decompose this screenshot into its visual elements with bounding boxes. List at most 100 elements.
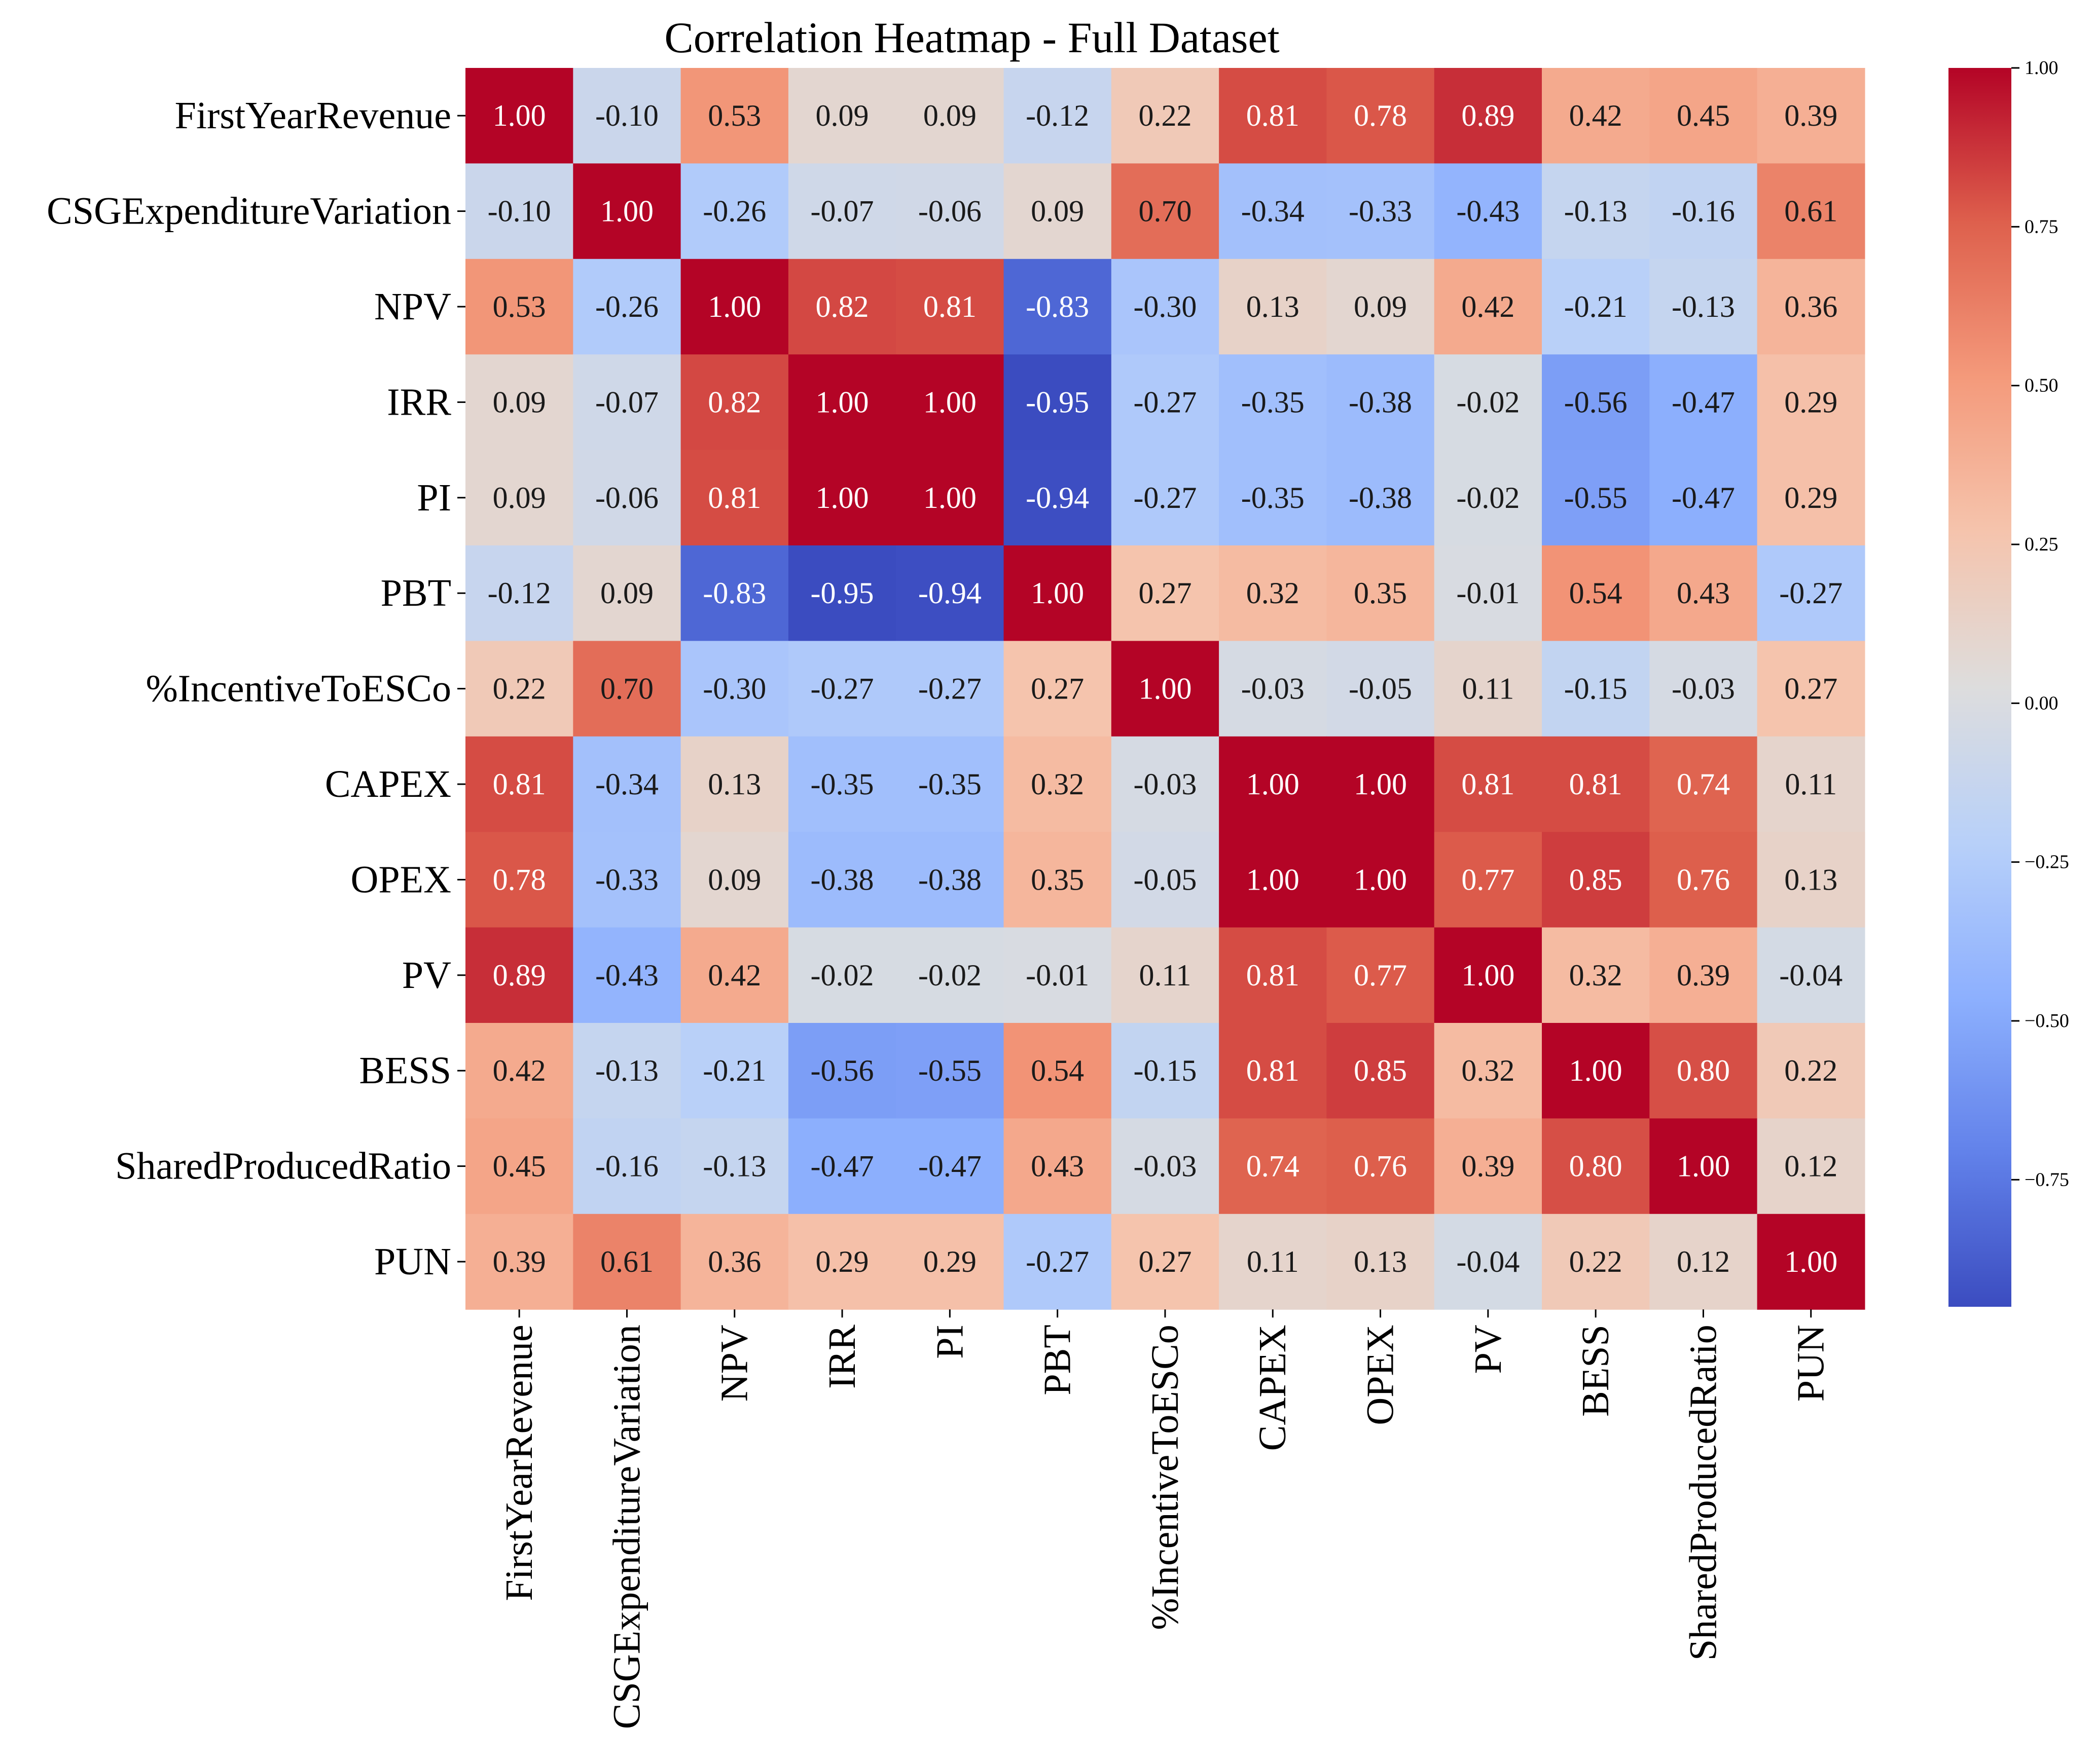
heatmap-cell-label: 0.22 [1569, 1245, 1622, 1278]
heatmap-cell [680, 736, 789, 832]
heatmap-cell-label: 0.32 [1031, 767, 1084, 801]
heatmap-cell-label: 0.77 [1354, 959, 1407, 992]
heatmap-cell [1542, 545, 1650, 641]
heatmap-cell [1434, 927, 1542, 1023]
heatmap-cell [788, 1214, 896, 1310]
heatmap-cell [1326, 163, 1435, 260]
heatmap-cell [1542, 641, 1650, 737]
y-tick-label: NPV [374, 285, 451, 328]
heatmap-cell-label: 0.42 [708, 959, 761, 992]
heatmap-cell [1542, 1214, 1650, 1310]
heatmap-cell [1649, 736, 1758, 832]
heatmap-cell [1649, 68, 1758, 164]
heatmap-cell-label: -0.02 [918, 959, 982, 992]
heatmap-cell [680, 832, 789, 928]
heatmap-cell [1434, 1023, 1542, 1119]
heatmap-cell-label: 0.11 [1139, 959, 1191, 992]
heatmap-cell-label: 1.00 [1461, 959, 1514, 992]
heatmap-cell [573, 545, 681, 641]
heatmap-cell-label: 0.29 [816, 1245, 869, 1278]
heatmap-cell-label: 0.70 [600, 672, 654, 706]
heatmap-cell [1542, 354, 1650, 451]
heatmap-cell-label: 1.00 [1784, 1245, 1837, 1278]
heatmap-cell [1219, 545, 1327, 641]
heatmap-cell-label: -0.26 [595, 290, 659, 323]
heatmap-cell-label: -0.02 [811, 959, 874, 992]
heatmap-cell-label: -0.30 [1133, 290, 1197, 323]
heatmap-cell [573, 163, 681, 260]
heatmap-cell [465, 1214, 573, 1310]
heatmap-cell-label: 0.27 [1784, 672, 1837, 706]
heatmap-cell-label: -0.27 [1779, 576, 1843, 610]
y-tick-label: PV [402, 954, 451, 997]
heatmap-cell [1219, 68, 1327, 164]
heatmap-cell-label: 0.09 [816, 99, 869, 132]
heatmap-cell-label: -0.12 [1026, 99, 1089, 132]
heatmap-cell [1542, 259, 1650, 355]
heatmap-cell-label: 0.22 [1138, 99, 1191, 132]
y-tick-label: %IncentiveToESCo [146, 668, 451, 710]
colorbar-tick-label: −0.50 [2025, 1010, 2069, 1032]
heatmap-cell-label: 0.61 [600, 1245, 654, 1278]
heatmap-cell [465, 259, 573, 355]
heatmap-cell [465, 354, 573, 451]
heatmap-cell [1542, 163, 1650, 260]
heatmap-cell-label: 0.61 [1784, 195, 1837, 228]
heatmap-cell-label: 1.00 [708, 290, 761, 323]
heatmap-cell [896, 450, 1004, 546]
heatmap-cell [1649, 545, 1758, 641]
heatmap-cell-label: -0.43 [1456, 195, 1520, 228]
heatmap-cell-label: -0.95 [1026, 385, 1089, 419]
heatmap-cell-label: -0.55 [918, 1054, 982, 1087]
heatmap-cell-label: -0.34 [1241, 195, 1305, 228]
heatmap-cell [680, 1214, 789, 1310]
heatmap-cell [573, 68, 681, 164]
heatmap-cell-label: -0.02 [1456, 481, 1520, 514]
heatmap-cell-label: 0.78 [493, 863, 546, 896]
heatmap-cell-label: -0.27 [1026, 1245, 1089, 1278]
heatmap-cell [1326, 354, 1435, 451]
heatmap-cell [1649, 1118, 1758, 1215]
heatmap-cell-label: 1.00 [600, 195, 654, 228]
heatmap-cell [896, 832, 1004, 928]
heatmap-cell-label: -0.13 [1564, 195, 1628, 228]
heatmap-cell [680, 259, 789, 355]
heatmap-cell-label: -0.10 [595, 99, 659, 132]
heatmap-cell [896, 163, 1004, 260]
heatmap-cell-label: -0.07 [811, 195, 874, 228]
heatmap-cell-label: 0.27 [1138, 576, 1191, 610]
heatmap-cell-label: 0.42 [1461, 290, 1514, 323]
heatmap-cell [1003, 832, 1112, 928]
heatmap-cell-label: 0.53 [708, 99, 761, 132]
heatmap-cell [573, 450, 681, 546]
heatmap-cell-label: -0.21 [1564, 290, 1628, 323]
heatmap-cell [1326, 450, 1435, 546]
y-tick-label: FirstYearRevenue [175, 94, 451, 137]
heatmap-cell-label: -0.47 [1672, 385, 1735, 419]
heatmap-cell-label: 0.81 [1246, 99, 1299, 132]
heatmap-cell-label: 0.85 [1354, 1054, 1407, 1087]
heatmap-cell [465, 545, 573, 641]
heatmap-cell-label: -0.95 [811, 576, 874, 610]
heatmap-cell [573, 259, 681, 355]
heatmap-cell [1003, 1118, 1112, 1215]
heatmap-cell [1649, 832, 1758, 928]
heatmap-cell [465, 641, 573, 737]
heatmap-cell [1219, 641, 1327, 737]
heatmap-cell-label: -0.06 [595, 481, 659, 514]
heatmap-cell [788, 641, 896, 737]
heatmap-cell-label: 1.00 [1354, 767, 1407, 801]
heatmap-cell [1434, 450, 1542, 546]
heatmap-cell [1542, 736, 1650, 832]
heatmap-cell [1757, 259, 1865, 355]
heatmap-cell [1003, 450, 1112, 546]
x-tick-label: PUN [1790, 1325, 1832, 1402]
y-tick-label: PUN [374, 1240, 451, 1283]
heatmap-cell [573, 354, 681, 451]
heatmap-cell-label: -0.83 [703, 576, 766, 610]
heatmap-cell-label: 0.81 [1246, 959, 1299, 992]
heatmap-cell [1757, 163, 1865, 260]
heatmap-cell [1757, 1118, 1865, 1215]
heatmap-cell [1757, 927, 1865, 1023]
heatmap-cell [1003, 641, 1112, 737]
